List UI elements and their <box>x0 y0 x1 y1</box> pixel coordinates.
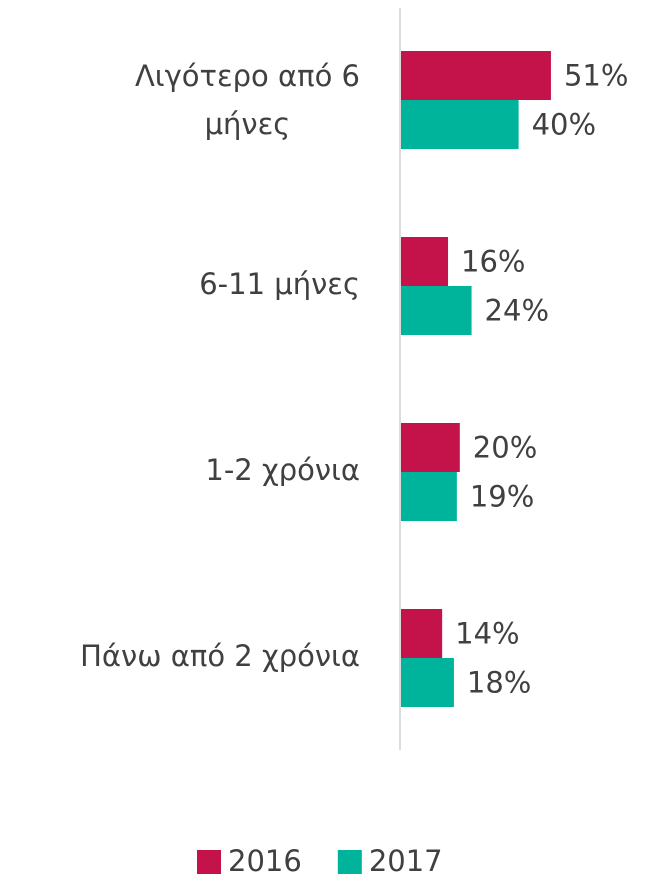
value-label: 16% <box>461 245 525 279</box>
category-label: 1-2 χρόνια <box>205 453 360 487</box>
category-label-line: Λιγότερο από 6 <box>135 59 360 93</box>
bar <box>401 423 460 472</box>
bar <box>401 472 457 521</box>
legend-label: 2017 <box>369 844 443 878</box>
value-label: 51% <box>564 59 628 93</box>
bar <box>401 100 519 149</box>
bar <box>401 658 454 707</box>
value-label: 24% <box>485 294 549 328</box>
value-label: 40% <box>532 108 596 142</box>
category-label: 6-11 μήνες <box>199 267 360 301</box>
value-label: 20% <box>473 431 537 465</box>
value-label: 14% <box>455 617 519 651</box>
value-label: 19% <box>470 480 534 514</box>
category-label: Πάνω από 2 χρόνια <box>80 639 360 673</box>
legend-swatch <box>337 850 362 874</box>
bar <box>401 609 443 658</box>
value-label: 18% <box>467 666 531 700</box>
bar <box>401 237 449 286</box>
category-label-line: μήνες <box>205 107 291 141</box>
legend-swatch <box>197 850 221 874</box>
bar <box>401 51 551 100</box>
bar <box>401 286 472 335</box>
category-label: Λιγότερο από 6 μήνες <box>135 59 360 141</box>
legend-label: 2016 <box>228 844 302 878</box>
